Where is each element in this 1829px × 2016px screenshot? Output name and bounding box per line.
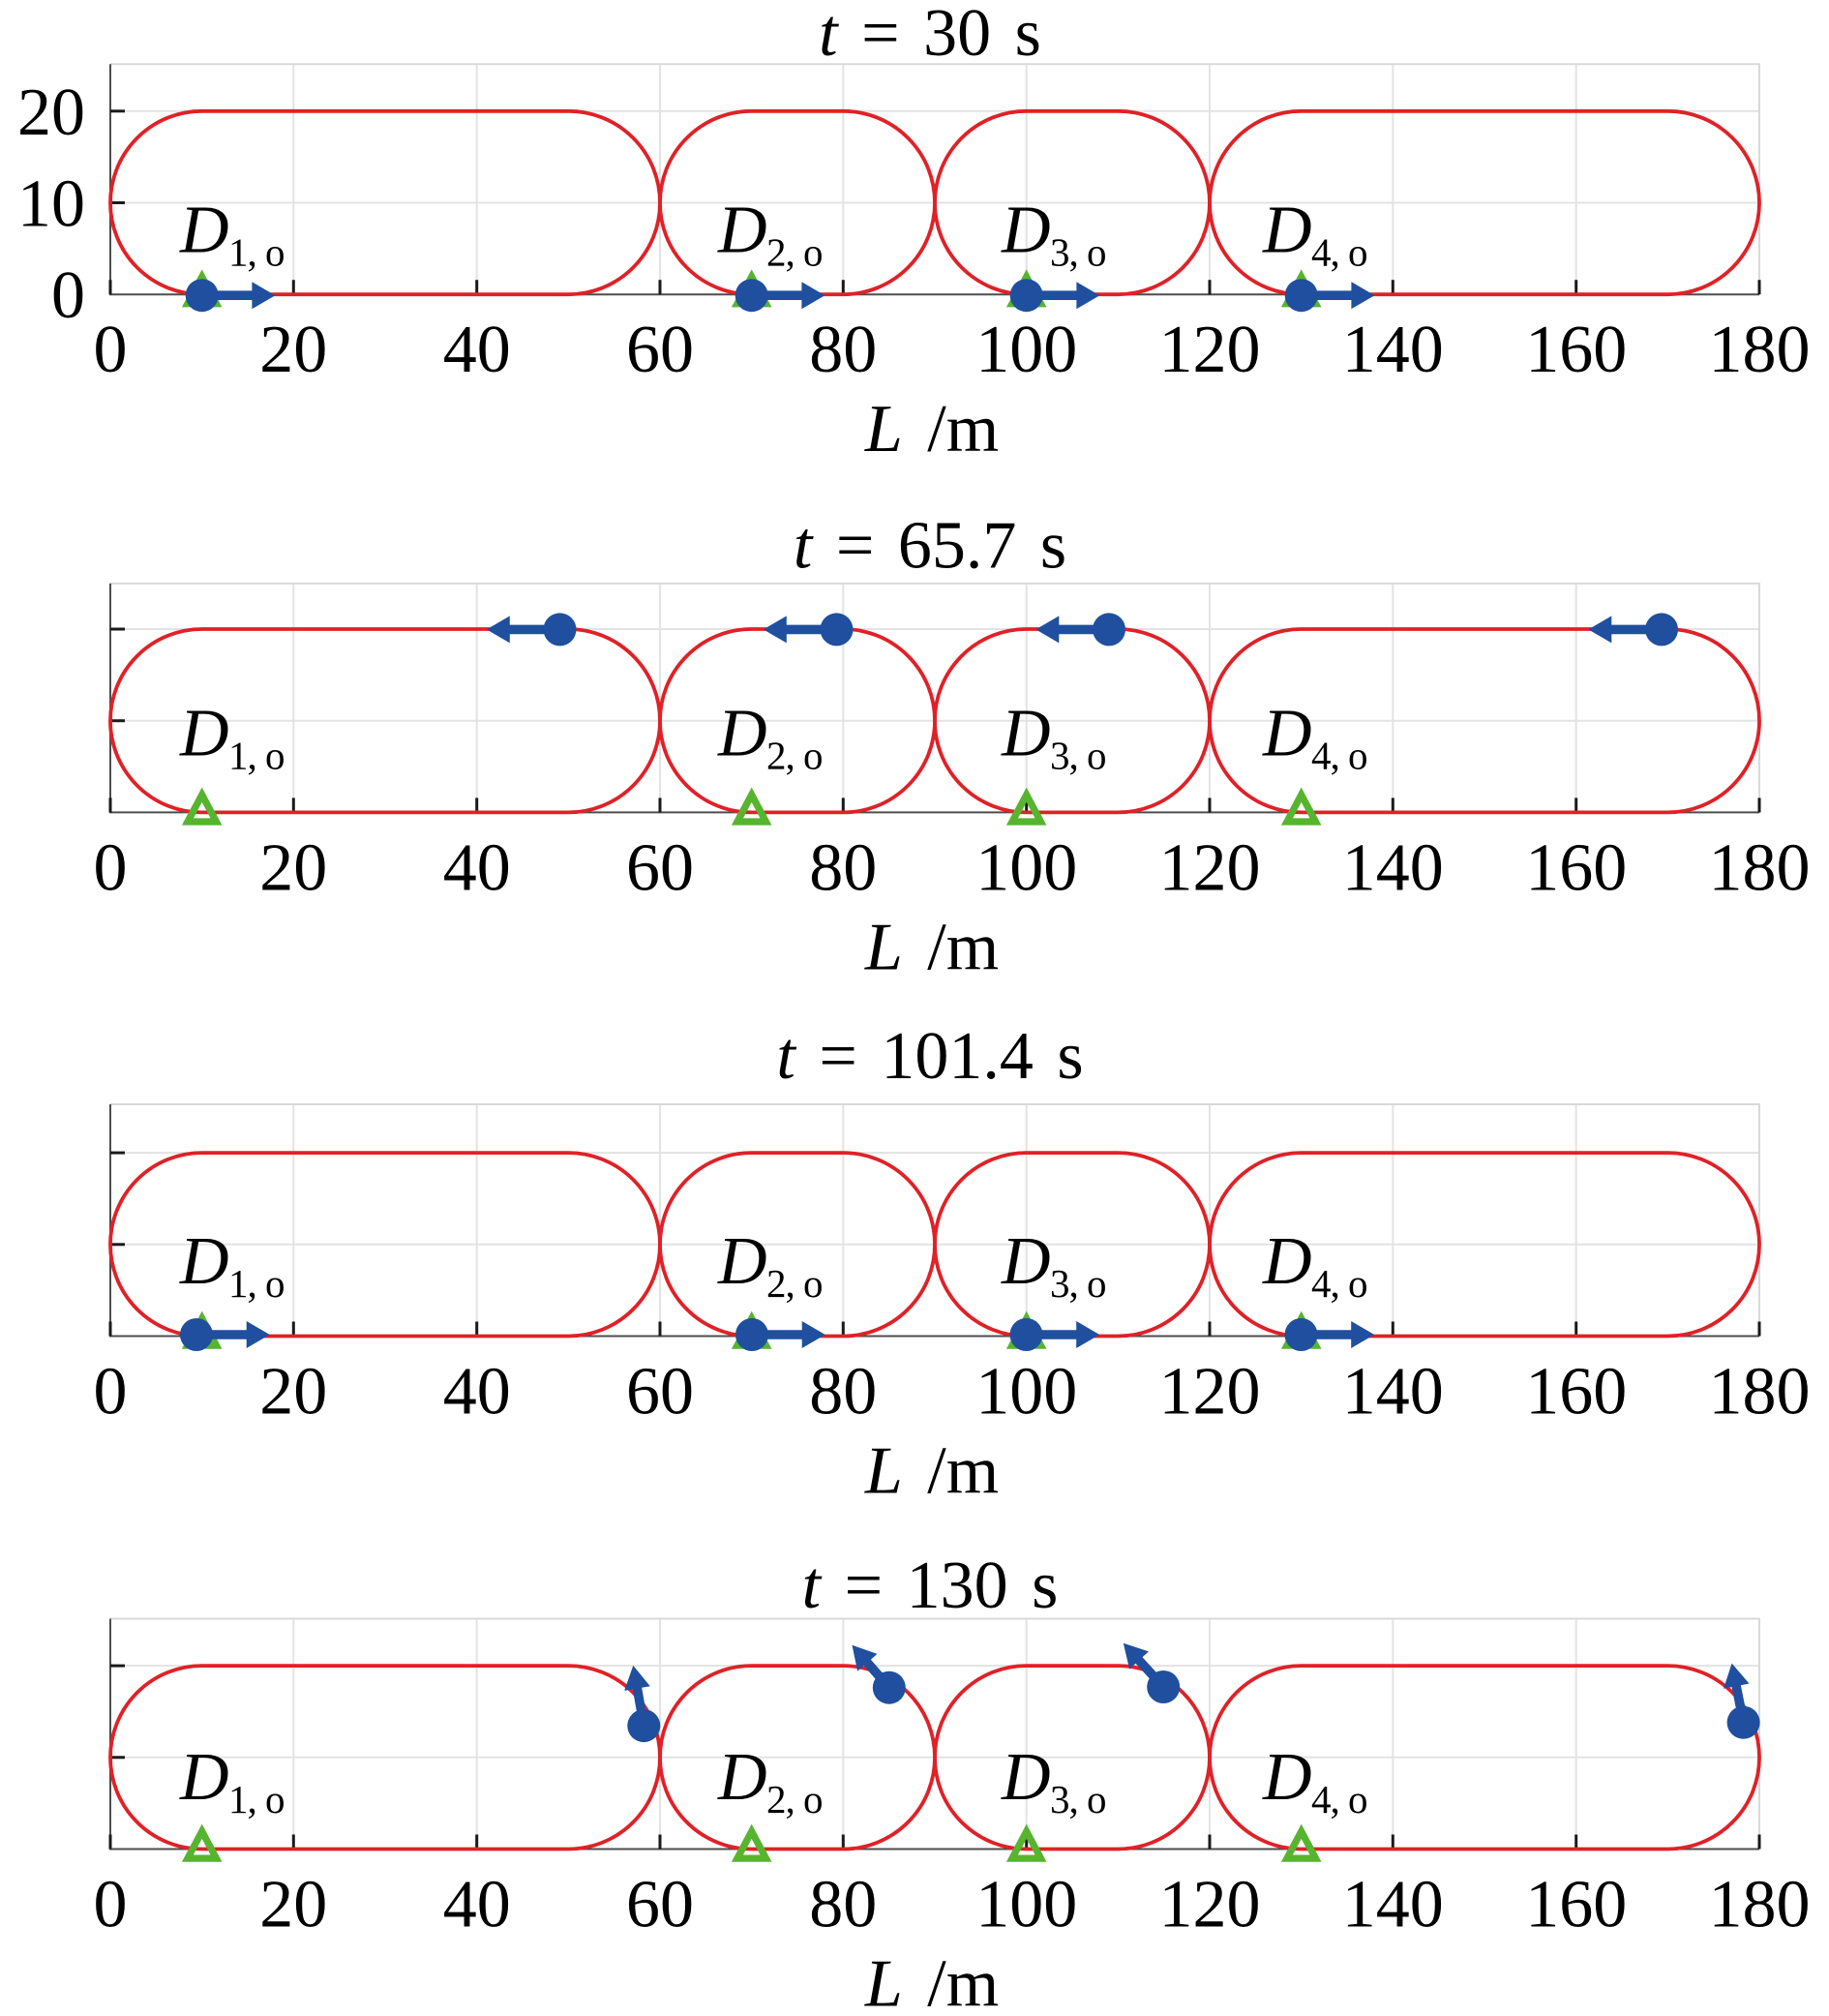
svg-text:3, o: 3, o [1050, 1777, 1106, 1821]
svg-text:40: 40 [443, 1355, 511, 1429]
svg-text:D: D [717, 194, 767, 268]
svg-text:80: 80 [809, 1868, 877, 1942]
svg-text:180: 180 [1709, 830, 1811, 905]
svg-text:140: 140 [1342, 1355, 1444, 1429]
svg-text:D: D [1001, 696, 1051, 770]
svg-text:20: 20 [259, 830, 327, 905]
svg-text:1, o: 1, o [228, 230, 285, 275]
svg-text:2, o: 2, o [766, 1261, 823, 1306]
svg-text:L /m: L /m [864, 1434, 999, 1509]
svg-text:40: 40 [443, 830, 511, 905]
svg-text:t = 30 s: t = 30 s [819, 0, 1041, 71]
svg-text:20: 20 [17, 75, 85, 150]
svg-text:1, o: 1, o [228, 733, 285, 777]
svg-text:100: 100 [975, 1355, 1077, 1429]
svg-text:10: 10 [17, 167, 85, 242]
svg-text:160: 160 [1525, 1868, 1627, 1942]
svg-text:D: D [1262, 1740, 1312, 1815]
svg-text:D: D [1262, 1224, 1312, 1299]
svg-text:120: 120 [1159, 313, 1261, 387]
svg-text:1, o: 1, o [228, 1261, 285, 1306]
svg-text:2, o: 2, o [766, 1777, 823, 1821]
svg-text:D: D [1001, 1224, 1051, 1299]
svg-text:60: 60 [626, 313, 694, 387]
svg-text:140: 140 [1342, 1868, 1444, 1942]
svg-text:180: 180 [1709, 1868, 1811, 1942]
svg-text:t = 65.7 s: t = 65.7 s [794, 509, 1066, 584]
svg-text:D: D [179, 194, 229, 268]
svg-text:120: 120 [1159, 830, 1261, 905]
svg-text:D: D [1262, 194, 1312, 268]
svg-text:100: 100 [975, 830, 1077, 905]
svg-text:D: D [1262, 696, 1312, 770]
svg-text:0: 0 [94, 1355, 128, 1429]
svg-text:D: D [717, 1740, 767, 1815]
svg-text:D: D [717, 696, 767, 770]
svg-text:0: 0 [51, 258, 85, 333]
svg-text:40: 40 [443, 313, 511, 387]
svg-text:180: 180 [1709, 313, 1811, 387]
svg-text:D: D [1001, 1740, 1051, 1815]
svg-text:t = 101.4 s: t = 101.4 s [776, 1019, 1083, 1094]
svg-text:4, o: 4, o [1311, 1777, 1367, 1821]
svg-text:80: 80 [809, 830, 877, 905]
svg-text:t = 130 s: t = 130 s [802, 1549, 1059, 1623]
svg-text:120: 120 [1159, 1355, 1261, 1429]
svg-text:160: 160 [1525, 830, 1627, 905]
svg-text:2, o: 2, o [766, 230, 823, 275]
svg-text:D: D [179, 696, 229, 770]
svg-text:60: 60 [626, 1868, 694, 1942]
svg-text:2, o: 2, o [766, 733, 823, 777]
svg-text:4, o: 4, o [1311, 230, 1367, 275]
svg-text:80: 80 [809, 313, 877, 387]
svg-text:60: 60 [626, 1355, 694, 1429]
svg-text:3, o: 3, o [1050, 230, 1106, 275]
svg-text:0: 0 [94, 1868, 128, 1942]
svg-text:D: D [179, 1740, 229, 1815]
svg-text:160: 160 [1525, 313, 1627, 387]
svg-text:60: 60 [626, 830, 694, 905]
svg-text:40: 40 [443, 1868, 511, 1942]
svg-text:3, o: 3, o [1050, 733, 1106, 777]
svg-text:L /m: L /m [864, 1947, 999, 2016]
svg-text:4, o: 4, o [1311, 1261, 1367, 1306]
svg-text:4, o: 4, o [1311, 733, 1367, 777]
svg-text:160: 160 [1525, 1355, 1627, 1429]
svg-text:100: 100 [975, 313, 1077, 387]
svg-text:0: 0 [94, 830, 128, 905]
svg-text:140: 140 [1342, 313, 1444, 387]
svg-text:120: 120 [1159, 1868, 1261, 1942]
svg-text:100: 100 [975, 1868, 1077, 1942]
svg-text:0: 0 [94, 313, 128, 387]
svg-text:D: D [179, 1224, 229, 1299]
svg-text:L /m: L /m [864, 392, 999, 466]
svg-text:20: 20 [259, 313, 327, 387]
svg-text:180: 180 [1709, 1355, 1811, 1429]
svg-text:D: D [1001, 194, 1051, 268]
svg-text:80: 80 [809, 1355, 877, 1429]
svg-text:L /m: L /m [864, 910, 999, 984]
svg-text:3, o: 3, o [1050, 1261, 1106, 1306]
svg-text:20: 20 [259, 1355, 327, 1429]
svg-text:140: 140 [1342, 830, 1444, 905]
svg-text:D: D [717, 1224, 767, 1299]
svg-text:1, o: 1, o [228, 1777, 285, 1821]
svg-text:20: 20 [259, 1868, 327, 1942]
